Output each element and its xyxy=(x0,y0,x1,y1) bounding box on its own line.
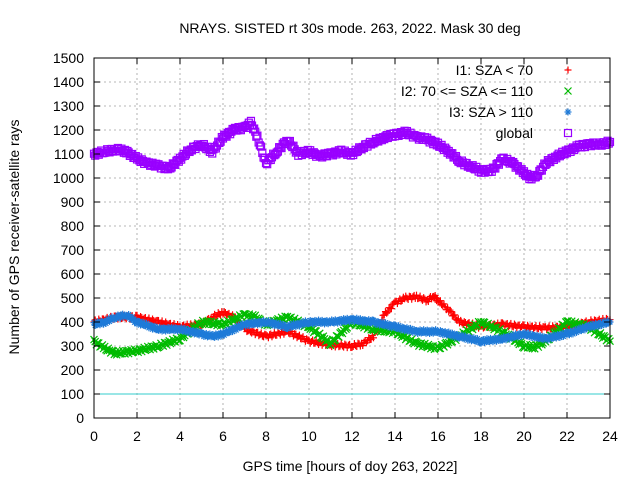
series-star xyxy=(90,310,614,347)
y-tick-label: 600 xyxy=(61,266,85,282)
data-point xyxy=(229,317,238,326)
data-point xyxy=(436,297,444,305)
data-point xyxy=(256,142,266,151)
y-tick-labels: 0 100 200 300 400 500 600 700 800 900 1000 1100 1200… xyxy=(53,50,84,426)
data-point xyxy=(603,136,612,145)
data-point xyxy=(246,116,256,125)
data-point xyxy=(258,148,267,158)
y-tick-label: 700 xyxy=(61,242,85,258)
y-tick-label: 1300 xyxy=(53,98,84,114)
data-point xyxy=(162,318,170,326)
data-point xyxy=(264,334,272,342)
data-point xyxy=(370,334,377,342)
legend-entry-label: I1: SZA < 70 xyxy=(456,62,534,78)
legend-marker xyxy=(563,128,573,138)
data-point xyxy=(257,329,265,337)
data-point xyxy=(471,320,479,329)
y-tick-label: 200 xyxy=(61,362,85,378)
y-tick-label: 1200 xyxy=(53,122,84,138)
data-point xyxy=(255,141,264,150)
y-tick-label: 0 xyxy=(76,410,84,426)
y-tick-label: 100 xyxy=(61,386,85,402)
data-point xyxy=(383,309,391,317)
y-tick-label: 1000 xyxy=(53,170,84,186)
data-point xyxy=(446,306,454,314)
data-point xyxy=(510,320,518,328)
chart-title: NRAYS. SISTED rt 30s mode. 263, 2022. Ma… xyxy=(179,20,520,36)
x-tick-label: 16 xyxy=(430,428,446,444)
y-tick-label: 900 xyxy=(61,194,85,210)
x-axis-label: GPS time [hours of doy 263, 2022] xyxy=(243,458,458,474)
legend: I1: SZA < 70 I2: 70 <= SZA <= 110 I3: SZA … xyxy=(401,62,573,141)
y-tick-label: 1500 xyxy=(53,50,84,66)
data-point xyxy=(359,342,367,350)
x-tick-label: 2 xyxy=(133,428,141,444)
x-tick-label: 10 xyxy=(301,428,317,444)
x-tick-label: 4 xyxy=(176,428,184,444)
data-point xyxy=(387,305,395,313)
legend-marker xyxy=(564,66,572,74)
data-point xyxy=(432,294,440,302)
x-tick-label: 0 xyxy=(90,428,98,444)
data-point xyxy=(252,132,261,141)
data-point xyxy=(397,297,405,305)
data-point xyxy=(425,342,434,351)
x-tick-label: 18 xyxy=(473,428,489,444)
data-point xyxy=(149,315,157,323)
axis-ticks xyxy=(93,57,611,419)
data-point xyxy=(460,318,468,326)
x-tick-label: 8 xyxy=(262,428,270,444)
series-layer xyxy=(89,116,615,359)
data-point xyxy=(137,313,145,321)
y-tick-label: 300 xyxy=(61,338,85,354)
data-point xyxy=(212,313,220,321)
legend-marker xyxy=(564,108,572,116)
x-tick-label: 22 xyxy=(559,428,575,444)
data-point xyxy=(295,331,303,339)
y-tick-label: 400 xyxy=(61,314,85,330)
data-point xyxy=(447,308,455,316)
x-tick-label: 24 xyxy=(602,428,618,444)
series-square xyxy=(89,116,615,184)
y-tick-label: 1100 xyxy=(54,146,84,162)
data-point xyxy=(104,344,113,353)
y-axis-label: Number of GPS receiver-satellite rays xyxy=(6,120,22,355)
data-point xyxy=(604,139,613,148)
data-point xyxy=(515,340,524,349)
data-point xyxy=(220,308,228,316)
legend-entry-label: global xyxy=(496,125,533,141)
y-tick-label: 800 xyxy=(61,218,85,234)
legend-entry-label: I3: SZA > 110 xyxy=(449,104,533,120)
x-tick-label: 14 xyxy=(387,428,403,444)
x-tick-label: 20 xyxy=(516,428,532,444)
data-point xyxy=(524,321,532,329)
data-point xyxy=(499,319,506,327)
data-point xyxy=(451,311,459,319)
legend-marker xyxy=(564,87,572,95)
data-point xyxy=(604,334,613,343)
x-tick-labels: 0 2 4 6 8 10 12 14 16 18 20 22 24 xyxy=(90,428,618,444)
legend-entry-label: I2: 70 <= SZA <= 110 xyxy=(401,83,533,99)
y-tick-label: 500 xyxy=(61,290,85,306)
data-point xyxy=(384,308,392,316)
x-tick-label: 6 xyxy=(219,428,227,444)
y-tick-label: 1400 xyxy=(53,74,84,90)
data-point xyxy=(348,343,356,351)
x-tick-label: 12 xyxy=(344,428,360,444)
